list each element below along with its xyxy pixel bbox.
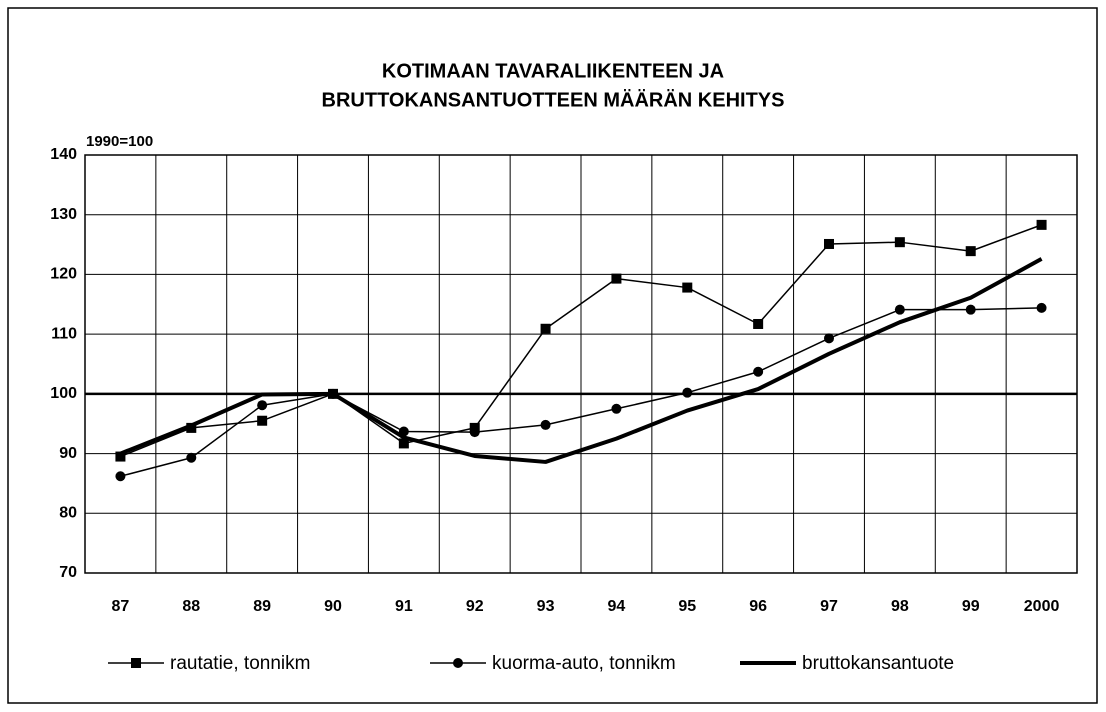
chart-title: KOTIMAAN TAVARALIIKENTEEN JA xyxy=(382,60,724,82)
data-point xyxy=(965,246,976,257)
y-tick-label: 100 xyxy=(50,385,77,402)
data-point xyxy=(540,419,551,430)
y-tick-label: 70 xyxy=(59,564,77,581)
data-point xyxy=(186,452,197,463)
series-line xyxy=(119,257,1043,464)
data-point xyxy=(894,304,905,315)
x-tick-label: 96 xyxy=(749,598,767,615)
y-tick-label: 80 xyxy=(59,505,77,522)
legend-label: bruttokansantuote xyxy=(802,653,954,674)
x-tick-label: 91 xyxy=(395,598,413,615)
series-line xyxy=(120,224,1042,458)
x-tick-label: 87 xyxy=(112,598,130,615)
x-tick-label: 92 xyxy=(466,598,484,615)
x-tick-label: 2000 xyxy=(1024,598,1060,615)
data-point xyxy=(611,273,622,284)
data-point xyxy=(115,471,126,482)
data-point xyxy=(540,323,551,334)
x-tick-label: 95 xyxy=(678,598,696,615)
data-point xyxy=(398,438,409,449)
data-point xyxy=(824,238,834,249)
x-tick-label: 97 xyxy=(820,598,838,615)
data-point xyxy=(257,415,268,426)
x-tick-label: 99 xyxy=(962,598,980,615)
data-point xyxy=(257,400,268,411)
data-point xyxy=(186,422,197,433)
y-tick-label: 120 xyxy=(50,266,77,283)
data-point xyxy=(682,387,693,398)
legend-label: kuorma-auto, tonnikm xyxy=(492,653,676,674)
data-point xyxy=(611,403,622,414)
y-tick-label: 90 xyxy=(59,445,77,462)
chart-title: BRUTTOKANSANTUOTTEEN MÄÄRÄN KEHITYS xyxy=(322,88,785,111)
y-axis-label: 1990=100 xyxy=(86,133,153,150)
data-point xyxy=(824,333,834,344)
data-point xyxy=(753,318,764,329)
data-point xyxy=(753,366,764,377)
x-tick-label: 93 xyxy=(537,598,555,615)
x-tick-label: 98 xyxy=(891,598,909,615)
data-point xyxy=(682,282,693,293)
data-point xyxy=(965,304,976,315)
data-point xyxy=(1036,219,1047,230)
data-point xyxy=(469,427,480,438)
x-tick-label: 89 xyxy=(253,598,271,615)
legend-marker xyxy=(453,658,463,668)
series-line xyxy=(120,307,1042,477)
legend-marker xyxy=(131,658,141,668)
data-point xyxy=(894,237,905,248)
y-tick-label: 130 xyxy=(50,206,77,223)
legend-label: rautatie, tonnikm xyxy=(170,653,310,674)
x-tick-label: 88 xyxy=(182,598,200,615)
y-tick-label: 140 xyxy=(50,146,77,163)
data-point xyxy=(115,451,126,462)
data-point xyxy=(1036,302,1047,313)
x-tick-label: 90 xyxy=(324,598,342,615)
x-tick-label: 94 xyxy=(608,598,626,615)
y-tick-label: 110 xyxy=(51,325,77,342)
